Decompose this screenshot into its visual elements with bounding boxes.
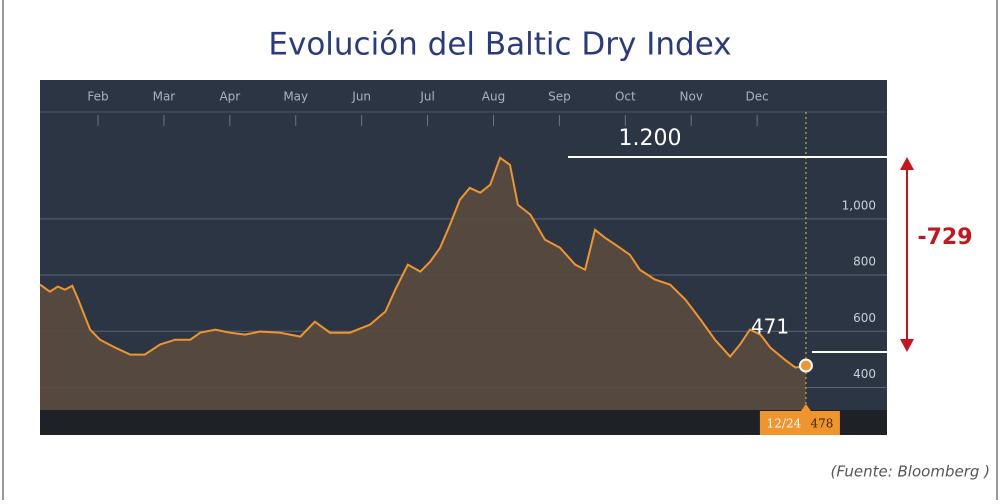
annotation: 1.200 bbox=[619, 126, 682, 151]
x-tick-label: May bbox=[283, 90, 308, 104]
date-tag bbox=[759, 411, 840, 435]
source: (Fuente: Bloomberg ) bbox=[830, 463, 990, 481]
x-tick-label: Nov bbox=[680, 90, 703, 104]
x-tick-label: Aug bbox=[482, 90, 505, 104]
annotation: 471 bbox=[751, 315, 789, 339]
y-tick-label: 1,000 bbox=[842, 198, 876, 212]
x-tick-label: Apr bbox=[219, 90, 240, 104]
last-point bbox=[798, 358, 813, 373]
area bbox=[40, 157, 806, 410]
arrow-head bbox=[900, 339, 914, 352]
y-tick-label: 600 bbox=[853, 311, 876, 325]
x-tick-label: Oct bbox=[615, 90, 636, 104]
y-tick-label: 400 bbox=[853, 367, 876, 381]
x-tick-label: Dec bbox=[746, 90, 769, 104]
annotation: -729 bbox=[917, 225, 972, 250]
y-tick-label: 800 bbox=[853, 255, 876, 269]
arrow-head bbox=[900, 157, 914, 170]
x-tick-label: Mar bbox=[153, 90, 176, 104]
x-tick-label: Feb bbox=[87, 90, 108, 104]
date-tag-pointer bbox=[800, 404, 811, 411]
date-label: 12/24 bbox=[767, 417, 802, 431]
x-tick-label: Jul bbox=[419, 90, 434, 104]
x-tick-label: Sep bbox=[548, 90, 571, 104]
last-value-label: 478 bbox=[810, 417, 833, 431]
bottom-strip bbox=[40, 410, 887, 435]
chart-title: Evolución del Baltic Dry Index bbox=[268, 27, 731, 63]
x-tick-label: Jun bbox=[351, 90, 371, 104]
line bbox=[39, 156, 807, 369]
